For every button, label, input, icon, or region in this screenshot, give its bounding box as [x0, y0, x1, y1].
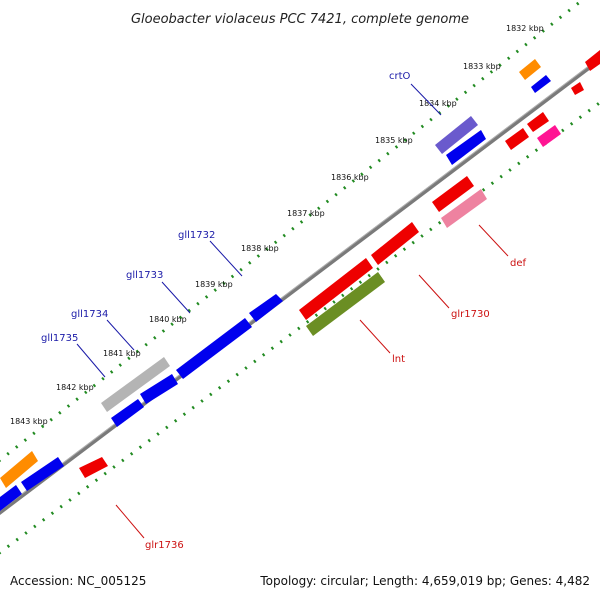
gene-gll1732[interactable] [249, 294, 283, 322]
gene-orange[interactable] [0, 451, 38, 488]
label-def[interactable]: def [510, 258, 527, 269]
summary-text: Topology: circular; Length: 4,659,019 bp… [259, 574, 590, 588]
tick-label: 1836 kbp [331, 173, 369, 182]
gene-blue[interactable] [21, 457, 64, 491]
label-glr1730[interactable]: glr1730 [451, 309, 490, 320]
tick-label: 1835 kbp [375, 136, 413, 145]
tick-label: 1843 kbp [10, 417, 48, 426]
gene-crtO[interactable] [435, 116, 478, 154]
forward-genes [0, 59, 551, 511]
gene-gll1735[interactable] [101, 357, 170, 412]
gene-blue[interactable] [0, 485, 22, 511]
gene-red[interactable] [505, 128, 529, 150]
label-crtO[interactable]: crtO [389, 71, 411, 82]
tick-label: 1833 kbp [463, 62, 501, 71]
reverse-genes [79, 50, 600, 478]
upper-tick-track [0, 0, 585, 463]
gene-glr1730[interactable] [299, 258, 373, 320]
label-gll1734[interactable]: gll1734 [71, 309, 108, 320]
label-gll1732[interactable]: gll1732 [178, 230, 215, 241]
gene-blue[interactable] [111, 399, 144, 427]
tick-label: 1834 kbp [419, 99, 457, 108]
gene-orange[interactable] [519, 59, 541, 80]
tick-label: 1840 kbp [149, 315, 187, 324]
tick-label: 1842 kbp [56, 383, 94, 392]
tick-label: 1839 kbp [195, 280, 233, 289]
lower-tick-track [0, 100, 600, 555]
gene-gll1734[interactable] [140, 374, 178, 404]
gene-labels: crtO gll1732 gll1733 gll1734 gll1735 def… [41, 71, 527, 551]
gene-red[interactable] [432, 176, 474, 212]
label-gll1733[interactable]: gll1733 [126, 270, 163, 281]
gene-blue[interactable] [531, 75, 551, 93]
map-title: Gloeobacter violaceus PCC 7421, complete… [131, 12, 469, 27]
tick-label: 1832 kbp [506, 24, 544, 33]
genome-backbone [0, 57, 600, 515]
gene-lnt[interactable] [306, 272, 385, 336]
gene-gll1733[interactable] [176, 318, 252, 379]
genome-backbone-highlight [0, 56, 600, 512]
tick-label: 1841 kbp [103, 349, 141, 358]
tick-label: 1838 kbp [241, 244, 279, 253]
gene-magenta[interactable] [537, 125, 561, 147]
kbp-labels: 1832 kbp 1833 kbp 1834 kbp 1835 kbp 1836… [10, 24, 544, 426]
gene-red[interactable] [371, 222, 419, 265]
gene-red[interactable] [571, 82, 584, 95]
gene-blue[interactable] [446, 130, 486, 165]
accession-text: Accession: NC_005125 [10, 574, 146, 588]
label-leaders [76, 83, 509, 539]
gene-glr1736[interactable] [79, 457, 108, 478]
gene-def[interactable] [441, 189, 487, 228]
tick-label: 1837 kbp [287, 209, 325, 218]
gene-red[interactable] [527, 112, 549, 132]
label-glr1736[interactable]: glr1736 [145, 540, 184, 551]
label-gll1735[interactable]: gll1735 [41, 333, 78, 344]
gene-red[interactable] [585, 50, 600, 71]
label-lnt[interactable]: lnt [392, 354, 405, 365]
